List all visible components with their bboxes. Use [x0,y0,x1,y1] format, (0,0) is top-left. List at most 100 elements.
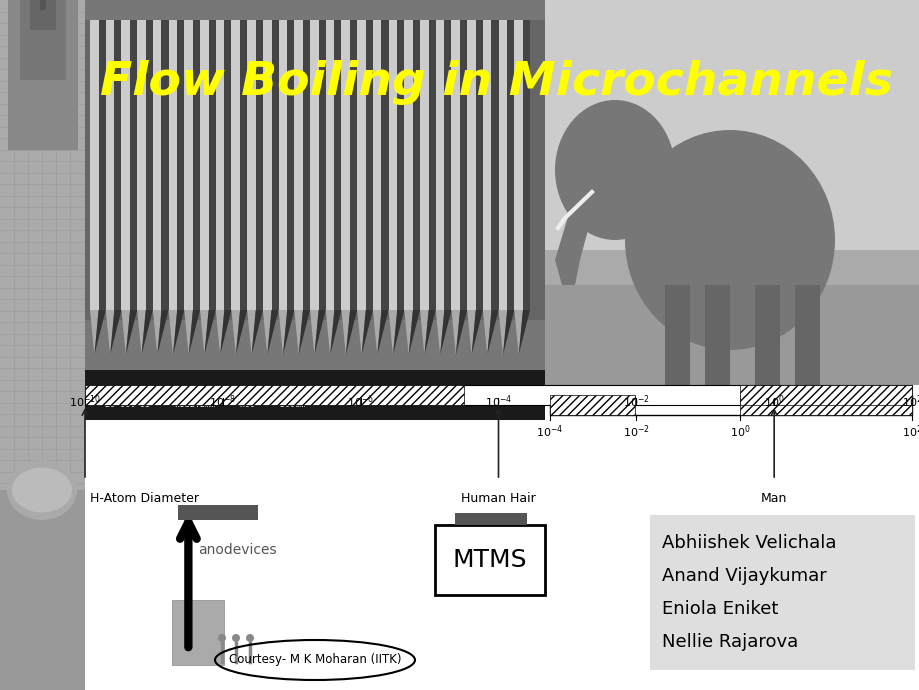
Bar [145,20,153,310]
Polygon shape [95,310,106,355]
Ellipse shape [554,100,675,240]
Text: $10^{2}$: $10^{2}$ [901,393,919,410]
Bar [514,20,522,310]
Bar [794,285,819,385]
Bar [0,490,85,690]
Bar [85,385,463,405]
Polygon shape [487,310,498,355]
Bar [366,20,372,310]
Text: $10^{0}$: $10^{0}$ [763,393,784,410]
Bar [451,20,460,310]
Bar [350,20,357,310]
Bar [455,513,527,525]
Polygon shape [420,310,428,355]
Polygon shape [471,310,482,355]
Polygon shape [554,185,599,285]
Bar [754,285,779,385]
Bar [403,20,413,310]
Text: MTMS: MTMS [452,548,527,572]
Bar [287,20,294,310]
Text: $10^{-2}$: $10^{-2}$ [622,393,649,410]
Polygon shape [377,310,388,355]
Text: $10^{-6}$: $10^{-6}$ [346,393,374,410]
Text: $10^{2}$: $10^{2}$ [901,423,919,440]
Bar [498,20,506,310]
Bar [544,0,919,250]
Bar [544,0,919,385]
Bar [137,20,145,310]
Bar [0,0,85,690]
Bar [467,20,475,310]
Bar [544,285,919,385]
Bar [85,430,544,690]
Bar [372,20,381,310]
Bar [255,20,263,310]
Text: $10^{-6}$: $10^{-6}$ [253,418,277,432]
Bar [263,20,271,310]
Bar [357,20,366,310]
Polygon shape [267,310,278,355]
Text: 26-Oct-03     WD32.2mm     x90     500um: 26-Oct-03 WD32.2mm x90 500um [110,393,310,402]
Polygon shape [299,310,310,355]
Bar [318,20,325,310]
Bar [85,370,544,420]
Text: $10^{-2}$: $10^{-2}$ [388,418,412,432]
Bar [40,0,46,10]
Bar [491,20,498,310]
Bar [85,385,911,405]
Polygon shape [235,310,247,355]
Ellipse shape [7,460,77,520]
Bar [168,20,177,310]
Bar [232,20,240,310]
Bar [199,20,209,310]
Polygon shape [388,310,397,355]
Polygon shape [372,310,381,355]
Text: $10^{0}$: $10^{0}$ [729,423,750,440]
Bar [739,385,911,405]
Polygon shape [357,310,366,355]
Ellipse shape [232,634,240,642]
Polygon shape [283,310,294,355]
Bar [294,20,302,310]
Bar [247,20,255,310]
Bar [162,20,168,310]
Text: Man: Man [760,492,787,505]
Bar [310,20,318,310]
Bar [704,285,729,385]
Polygon shape [346,310,357,355]
Bar [650,515,914,670]
Polygon shape [106,310,114,355]
Text: H-Atom Diameter: H-Atom Diameter [90,492,199,505]
Text: $10^{-2}$: $10^{-2}$ [622,423,649,440]
Polygon shape [408,310,420,355]
Bar [85,385,544,420]
Ellipse shape [619,150,699,260]
Polygon shape [173,310,184,355]
Polygon shape [142,310,153,355]
Polygon shape [188,310,199,355]
Ellipse shape [245,634,254,642]
Polygon shape [220,310,232,355]
Bar [85,0,544,420]
Polygon shape [263,310,271,355]
Polygon shape [126,310,137,355]
Bar [325,20,334,310]
Polygon shape [330,310,341,355]
Bar [240,20,247,310]
Text: Abhiishek Velichala: Abhiishek Velichala [662,534,835,552]
Ellipse shape [218,634,226,642]
Polygon shape [518,310,529,355]
Polygon shape [314,310,325,355]
Polygon shape [121,310,130,355]
Text: Eniola Eniket: Eniola Eniket [662,600,777,618]
Polygon shape [436,310,444,355]
Text: anodevices: anodevices [199,543,277,557]
Polygon shape [215,310,224,355]
Bar [428,20,436,310]
Bar [482,20,491,310]
Text: Human Hair: Human Hair [460,492,535,505]
Bar [544,385,919,430]
Bar [30,0,56,30]
Polygon shape [294,310,302,355]
Text: Anand Vijaykumar: Anand Vijaykumar [662,567,826,585]
